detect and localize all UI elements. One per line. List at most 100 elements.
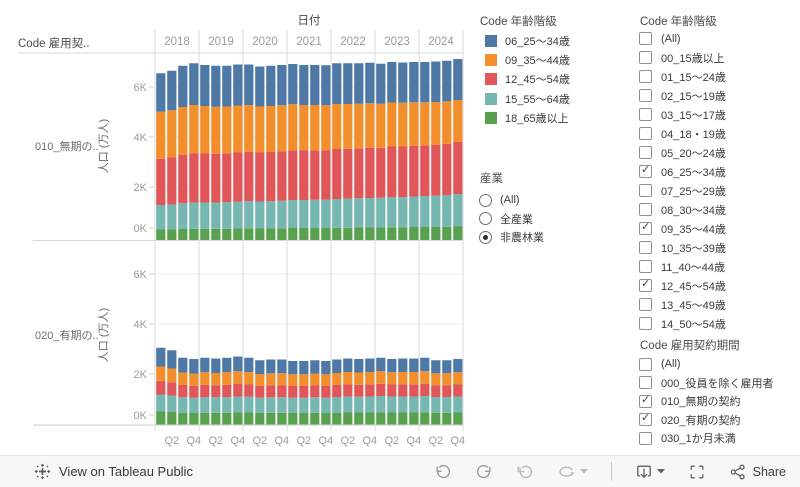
bar-segment[interactable]: [409, 358, 419, 373]
bar-segment[interactable]: [299, 374, 309, 386]
bar-segment[interactable]: [211, 106, 221, 154]
bar-segment[interactable]: [266, 228, 276, 241]
bar-segment[interactable]: [244, 396, 254, 413]
bar-segment[interactable]: [156, 205, 166, 230]
age-filter-item[interactable]: ✓ 10_35〜39歳: [638, 238, 800, 257]
bar-segment[interactable]: [288, 386, 298, 398]
bar-segment[interactable]: [321, 65, 331, 106]
bar-segment[interactable]: [200, 384, 210, 397]
bar-segment[interactable]: [189, 359, 199, 374]
bar-segment[interactable]: [244, 384, 254, 397]
bar-segment[interactable]: [156, 111, 166, 159]
bar-segment[interactable]: [442, 397, 452, 413]
bar-segment[interactable]: [453, 100, 463, 142]
checkbox[interactable]: ✓: [639, 32, 652, 45]
bar-segment[interactable]: [442, 360, 452, 374]
age-filter-item[interactable]: ✓ 01_15〜24歳: [638, 67, 800, 86]
bar-segment[interactable]: [211, 385, 221, 398]
bar-segment[interactable]: [255, 360, 265, 374]
share-button[interactable]: Share: [729, 463, 786, 481]
checkbox[interactable]: ✓: [639, 260, 652, 273]
bar-segment[interactable]: [266, 385, 276, 398]
bar-segment[interactable]: [442, 373, 452, 386]
bar-segment[interactable]: [255, 374, 265, 386]
contract-filter-item[interactable]: ✓ 000_役員を除く雇用者: [638, 374, 800, 393]
bar-segment[interactable]: [189, 373, 199, 386]
bar-segment[interactable]: [222, 372, 232, 385]
bar-segment[interactable]: [343, 396, 353, 413]
checkbox[interactable]: ✓: [639, 146, 652, 159]
bar-segment[interactable]: [277, 151, 287, 201]
bar-segment[interactable]: [332, 149, 342, 199]
bar-segment[interactable]: [442, 60, 452, 102]
age-filter-item[interactable]: ✓ 09_35〜44歳: [638, 219, 800, 238]
bar-segment[interactable]: [211, 397, 221, 413]
checkbox[interactable]: ✓: [639, 317, 652, 330]
bar-segment[interactable]: [321, 413, 331, 425]
bar-segment[interactable]: [167, 157, 177, 205]
bar-segment[interactable]: [156, 394, 166, 412]
bar-segment[interactable]: [387, 146, 397, 198]
age-filter-item[interactable]: ✓ 12_45〜54歳: [638, 276, 800, 295]
bar-segment[interactable]: [420, 412, 430, 425]
bar-segment[interactable]: [277, 228, 287, 240]
checkbox[interactable]: ✓: [639, 184, 652, 197]
bar-segment[interactable]: [409, 102, 419, 146]
bar-segment[interactable]: [343, 358, 353, 373]
bar-segment[interactable]: [332, 412, 342, 425]
bar-segment[interactable]: [332, 63, 342, 104]
bar-segment[interactable]: [178, 203, 188, 229]
bar-segment[interactable]: [233, 412, 243, 426]
bar-segment[interactable]: [222, 202, 232, 229]
bar-segment[interactable]: [343, 412, 353, 426]
bar-segment[interactable]: [244, 357, 254, 372]
bar-segment[interactable]: [321, 397, 331, 413]
bar-segment[interactable]: [387, 62, 397, 103]
bar-segment[interactable]: [343, 198, 353, 228]
bar-segment[interactable]: [376, 63, 386, 104]
industry-radio-item[interactable]: 全産業: [478, 210, 633, 229]
bar-segment[interactable]: [189, 105, 199, 154]
bar-segment[interactable]: [376, 103, 386, 148]
bar-segment[interactable]: [398, 384, 408, 397]
bar-segment[interactable]: [409, 196, 419, 228]
bar-segment[interactable]: [178, 372, 188, 386]
bar-segment[interactable]: [299, 397, 309, 413]
bar-segment[interactable]: [387, 396, 397, 413]
bar-segment[interactable]: [343, 63, 353, 104]
bar-segment[interactable]: [453, 372, 463, 385]
bar-segment[interactable]: [354, 148, 364, 199]
bar-segment[interactable]: [156, 380, 166, 395]
bar-segment[interactable]: [398, 146, 408, 198]
bar-segment[interactable]: [211, 202, 221, 229]
bar-segment[interactable]: [156, 411, 166, 426]
bar-segment[interactable]: [233, 396, 243, 413]
download-button[interactable]: [635, 463, 665, 481]
bar-segment[interactable]: [255, 386, 265, 398]
bar-segment[interactable]: [409, 227, 419, 240]
age-filter-item[interactable]: ✓ 05_20〜24歳: [638, 143, 800, 162]
bar-segment[interactable]: [277, 359, 287, 374]
bar-segment[interactable]: [354, 198, 364, 228]
bar-segment[interactable]: [167, 70, 177, 111]
bar-segment[interactable]: [167, 229, 177, 241]
bar-segment[interactable]: [365, 396, 375, 413]
bar-segment[interactable]: [420, 396, 430, 413]
bar-segment[interactable]: [376, 396, 386, 413]
radio-button[interactable]: [479, 193, 492, 207]
bar-segment[interactable]: [431, 102, 441, 145]
bar-segment[interactable]: [255, 413, 265, 425]
checkbox[interactable]: ✓: [639, 221, 652, 235]
bar-segment[interactable]: [321, 199, 331, 228]
bar-segment[interactable]: [420, 145, 430, 196]
bar-segment[interactable]: [156, 366, 166, 381]
bar-segment[interactable]: [409, 145, 419, 197]
bar-segment[interactable]: [266, 359, 276, 374]
bar-segment[interactable]: [167, 110, 177, 158]
age-filter-item[interactable]: ✓ 06_25〜34歳: [638, 162, 800, 181]
bar-segment[interactable]: [299, 65, 309, 105]
age-filter-item[interactable]: ✓ 04_18・19歳: [638, 124, 800, 143]
bar-segment[interactable]: [255, 106, 265, 153]
bar-segment[interactable]: [354, 372, 364, 385]
bar-segment[interactable]: [387, 372, 397, 385]
